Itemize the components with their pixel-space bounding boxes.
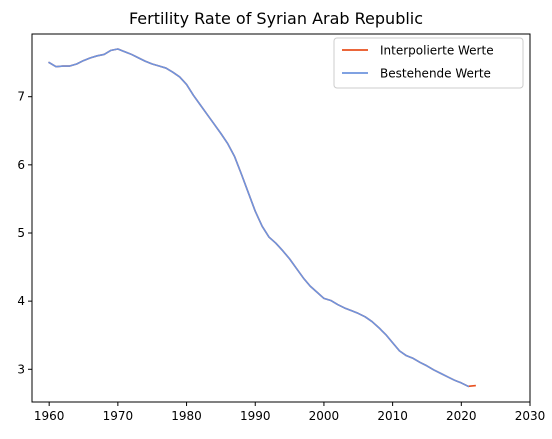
x-tick-label: 1990 xyxy=(240,409,271,423)
legend-label-2: Bestehende Werte xyxy=(380,67,491,81)
x-tick-label: 2000 xyxy=(309,409,340,423)
plot-area xyxy=(48,48,476,388)
series-line-1 xyxy=(48,48,476,388)
y-tick-label: 6 xyxy=(17,158,25,172)
y-tick-label: 4 xyxy=(17,294,25,308)
x-tick-label: 2020 xyxy=(446,409,477,423)
axes: 1960 1970 1980 1990 2000 2010 2020 2030 3 4 5 6 7 xyxy=(17,33,546,423)
x-tick-label: 2010 xyxy=(377,409,408,423)
legend: Interpolierte Werte Bestehende Werte xyxy=(333,37,524,89)
chart-title: Fertility Rate of Syrian Arab Republic xyxy=(129,9,423,28)
x-tick-label: 1970 xyxy=(103,409,134,423)
y-tick-label: 3 xyxy=(17,362,25,376)
axes-frame xyxy=(31,33,531,403)
x-tick-label: 2030 xyxy=(515,409,546,423)
y-tick-label: 7 xyxy=(17,90,25,104)
series-line-2 xyxy=(48,48,470,388)
y-tick-label: 5 xyxy=(17,226,25,240)
legend-label-1: Interpolierte Werte xyxy=(380,44,494,58)
x-tick-label: 1980 xyxy=(171,409,202,423)
legend-box xyxy=(333,37,524,89)
x-tick-label: 1960 xyxy=(34,409,65,423)
